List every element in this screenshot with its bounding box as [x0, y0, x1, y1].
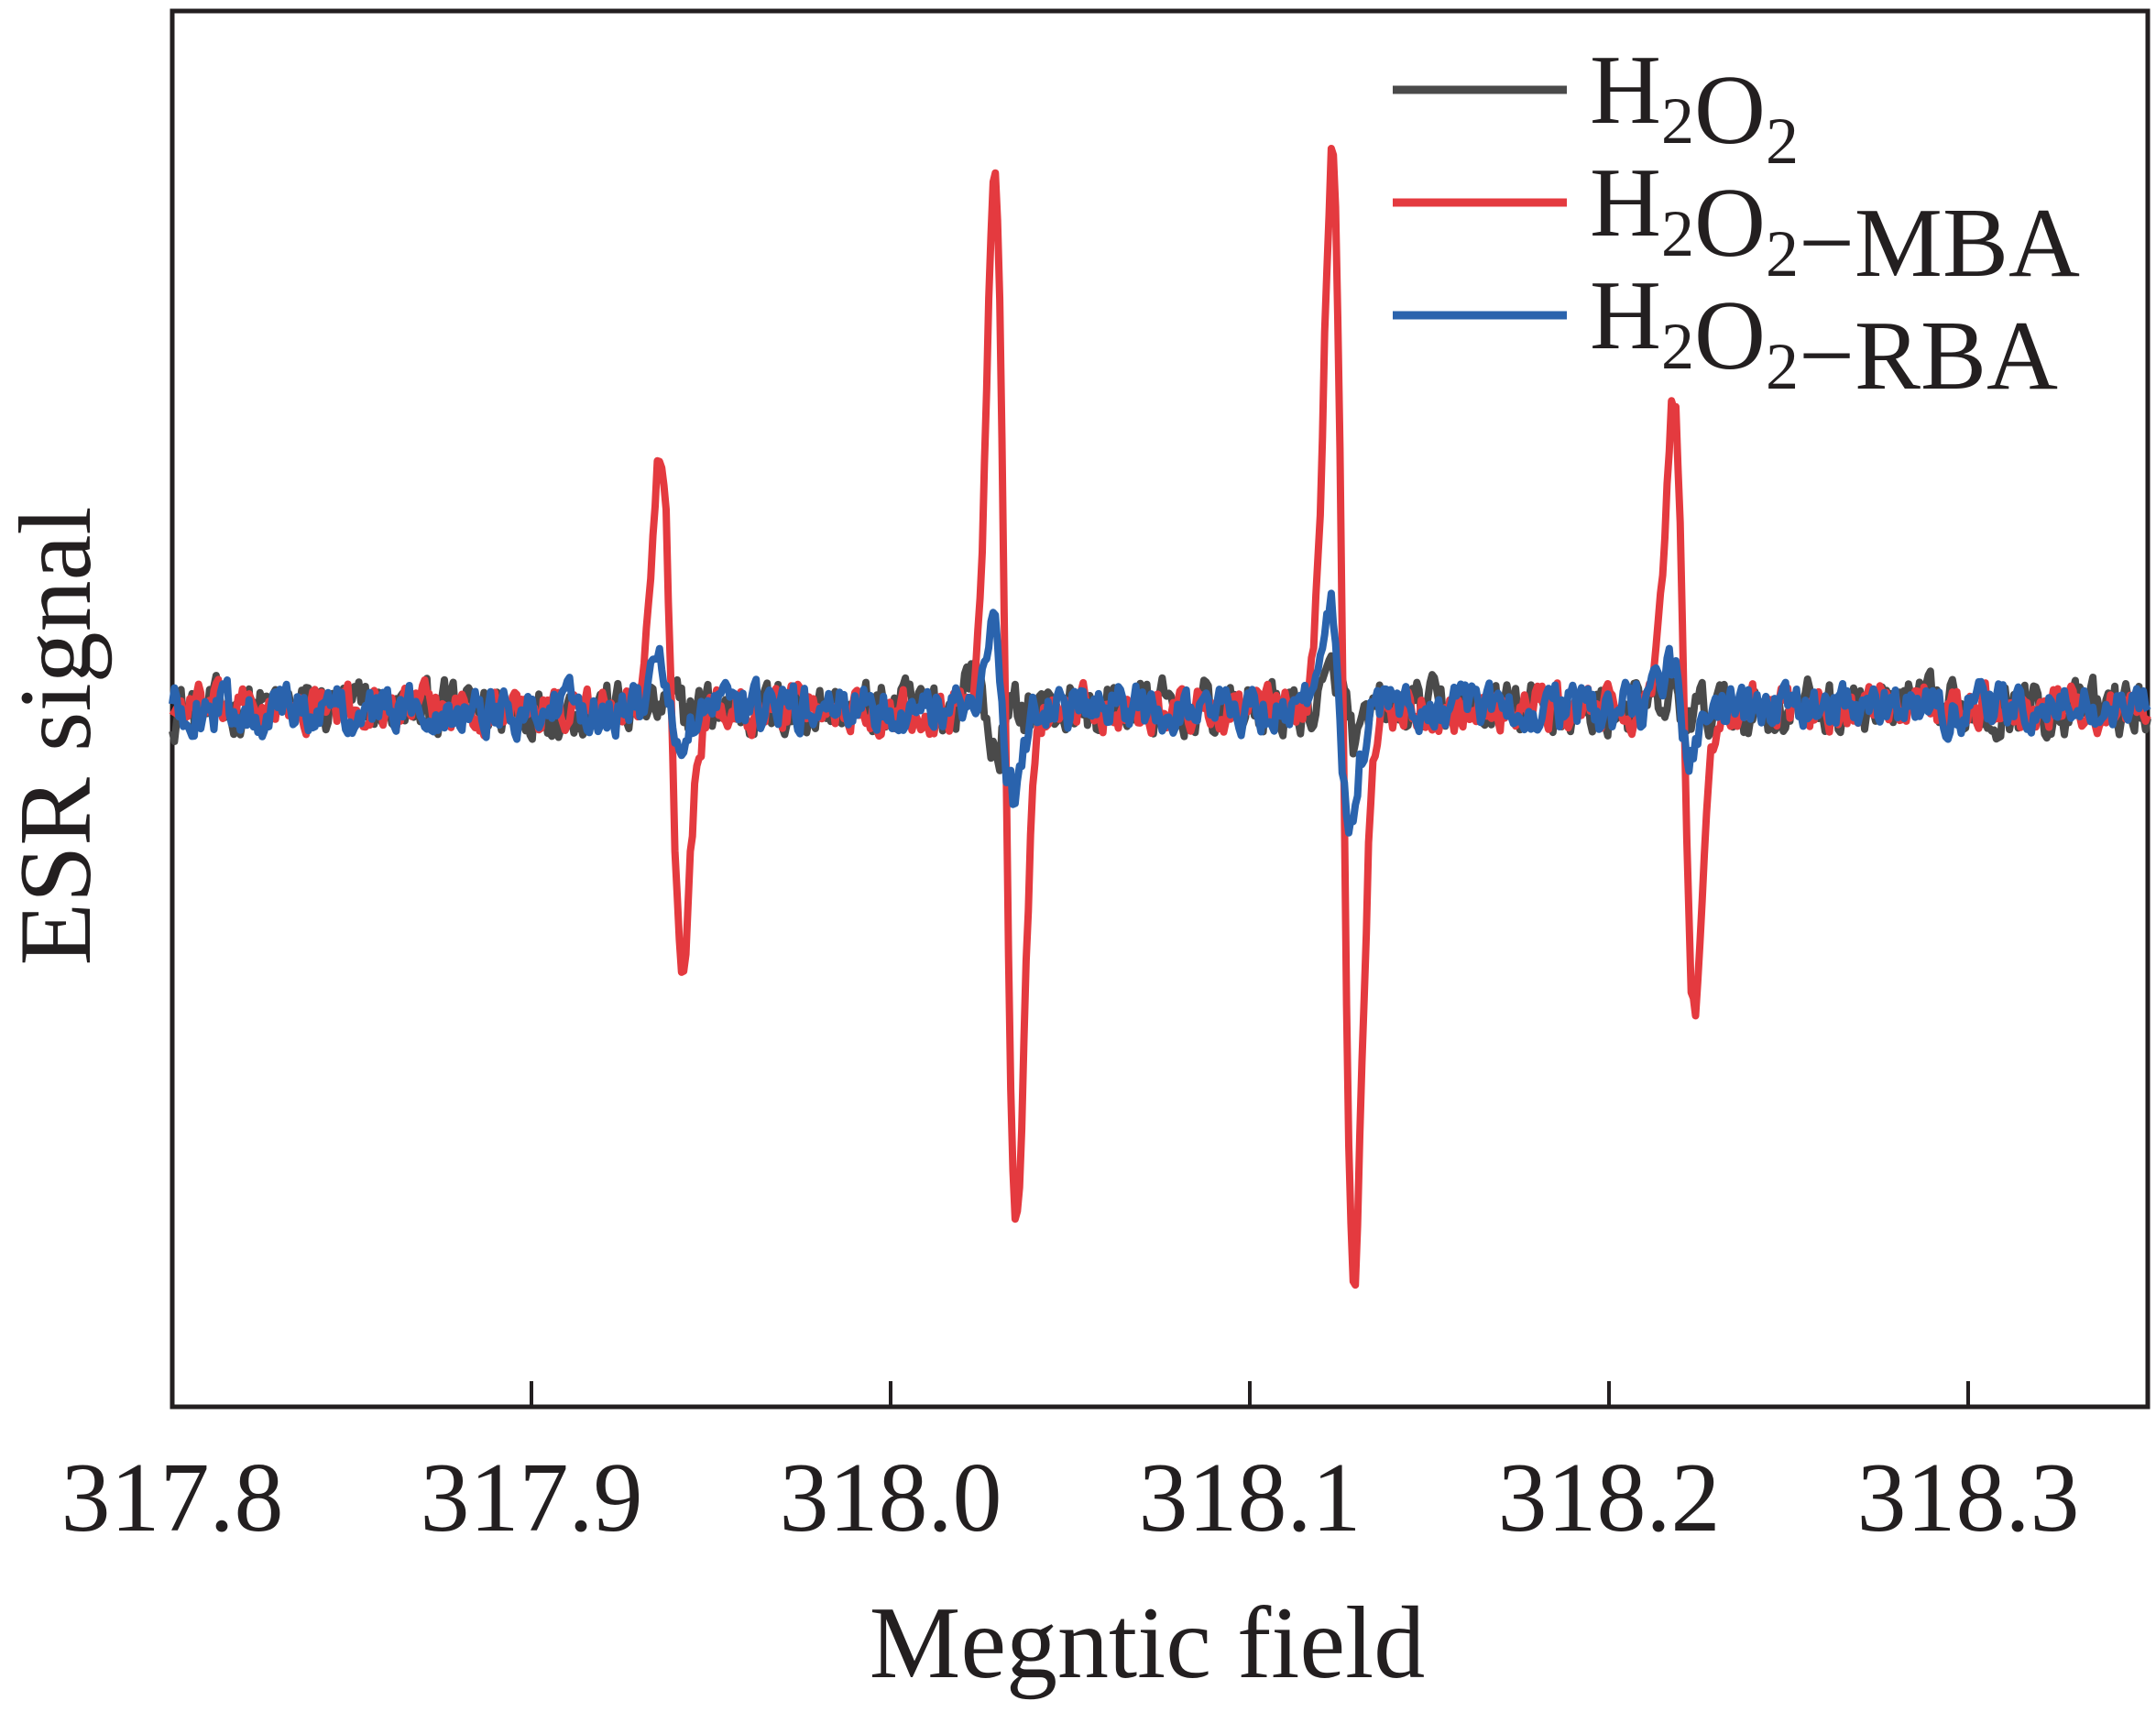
legend-label: H2O2−MBA	[1590, 148, 2080, 298]
series-line-2	[169, 589, 2151, 837]
x-axis-title: Megntic field	[870, 1586, 1425, 1700]
x-tick-label: 318.0	[780, 1443, 1002, 1553]
legend-label: H2O2	[1590, 36, 1799, 178]
legend-label: H2O2−RBA	[1590, 261, 2058, 411]
y-axis-title: ESR signal	[0, 507, 113, 966]
x-tick-label: 317.8	[61, 1443, 284, 1553]
x-ticks: 317.8 317.9 318.0 318.1 318.2 318.3	[61, 1381, 2080, 1553]
x-tick-label: 317.9	[421, 1443, 643, 1553]
x-tick-label: 318.2	[1498, 1443, 1721, 1553]
x-tick-label: 318.1	[1139, 1443, 1362, 1553]
x-tick-label: 318.3	[1857, 1443, 2080, 1553]
series-lines	[169, 145, 2151, 1289]
